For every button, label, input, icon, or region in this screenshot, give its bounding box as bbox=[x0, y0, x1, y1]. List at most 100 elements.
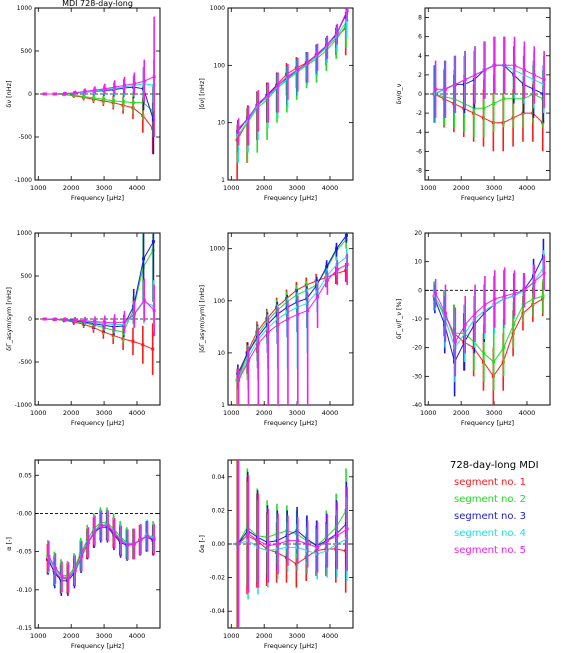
y-tick-label: 0.04 bbox=[212, 474, 226, 481]
y-tick-label: -0.10 bbox=[16, 587, 32, 594]
y-axis-label: α [-] bbox=[5, 537, 13, 551]
series-line bbox=[237, 13, 347, 132]
series-line bbox=[44, 93, 154, 129]
series-line bbox=[48, 525, 155, 579]
y-tick-label: -1000 bbox=[15, 402, 33, 409]
panel-7: 1000 2000 3000 4000 -0.15 -0.10 -0.05 -0.00 0.05… bbox=[5, 459, 161, 650]
y-tick-label: 8 bbox=[418, 15, 422, 22]
x-tick-label: 1000 bbox=[223, 632, 240, 640]
y-tick-label: -0.15 bbox=[16, 625, 32, 632]
y-tick-label: 500 bbox=[21, 273, 33, 280]
series-line bbox=[434, 255, 544, 364]
series-line bbox=[45, 299, 155, 324]
series-line bbox=[433, 93, 544, 124]
x-tick-label: 4000 bbox=[129, 409, 146, 417]
y-tick-label: 4 bbox=[418, 53, 422, 60]
series-line bbox=[44, 241, 154, 328]
series-5 bbox=[44, 278, 156, 337]
x-tick-label: 4000 bbox=[322, 184, 339, 192]
x-axis-label: Frequency [µHz] bbox=[461, 419, 514, 427]
series-1 bbox=[432, 65, 545, 152]
y-axis-label: |δν| [nHz] bbox=[198, 78, 206, 110]
data-point bbox=[344, 233, 348, 237]
data-point bbox=[152, 308, 156, 312]
series-line bbox=[434, 64, 545, 95]
series-line bbox=[238, 10, 348, 129]
series-3 bbox=[236, 8, 348, 153]
y-tick-label: 1 bbox=[221, 402, 225, 409]
series-5 bbox=[237, 460, 349, 628]
x-tick-label: 2000 bbox=[63, 632, 80, 640]
series-4 bbox=[236, 248, 349, 405]
x-tick-label: 1000 bbox=[223, 409, 240, 417]
x-tick-label: 1000 bbox=[420, 184, 437, 192]
data-point bbox=[345, 527, 349, 531]
y-tick-label: -40 bbox=[412, 402, 422, 409]
y-axis-label: δΓ_ν/Γ_ν [%] bbox=[395, 299, 403, 340]
legend-entry-2: segment no. 2 bbox=[454, 494, 527, 505]
y-tick-label: 100 bbox=[214, 62, 226, 69]
data-point bbox=[44, 92, 48, 96]
y-tick-label: -6 bbox=[416, 148, 422, 155]
series-line bbox=[238, 528, 348, 548]
legend-entry-3: segment no. 3 bbox=[454, 511, 527, 522]
data-point bbox=[237, 542, 241, 546]
x-axis-label: Frequency [µHz] bbox=[461, 194, 514, 202]
y-tick-label: 2 bbox=[418, 72, 422, 79]
y-tick-label: 6 bbox=[418, 34, 422, 41]
series-line bbox=[237, 235, 347, 374]
series-1 bbox=[235, 15, 348, 180]
series-4 bbox=[433, 36, 546, 123]
series-2 bbox=[433, 278, 545, 391]
y-tick-label: 1 bbox=[221, 177, 225, 184]
y-tick-label: -10 bbox=[412, 316, 422, 323]
series-line bbox=[434, 267, 545, 349]
legend-title: 728-day-long MDI bbox=[450, 460, 539, 471]
series-line bbox=[45, 83, 154, 95]
y-tick-label: -1000 bbox=[15, 177, 33, 184]
y-tick-label: 10 bbox=[414, 259, 422, 266]
x-tick-label: 1000 bbox=[30, 409, 47, 417]
x-tick-label: 2000 bbox=[256, 184, 273, 192]
y-tick-label: 1000 bbox=[210, 246, 225, 253]
data-point bbox=[434, 291, 438, 295]
data-point bbox=[152, 537, 156, 541]
legend: 728-day-long MDI segment no. 1 segment n… bbox=[440, 460, 580, 562]
x-tick-label: 4000 bbox=[322, 409, 339, 417]
x-tick-label: 3000 bbox=[96, 632, 113, 640]
x-axis-label: Frequency [µHz] bbox=[71, 194, 124, 202]
data-point bbox=[345, 262, 349, 266]
plot-frame bbox=[227, 232, 354, 406]
x-tick-label: 4000 bbox=[129, 184, 146, 192]
x-tick-label: 4000 bbox=[322, 632, 339, 640]
data-point bbox=[237, 126, 241, 130]
y-tick-label: -500 bbox=[18, 359, 32, 366]
y-tick-label: 0.05 bbox=[19, 472, 33, 479]
y-tick-label: 1000 bbox=[17, 230, 32, 237]
x-tick-label: 3000 bbox=[289, 409, 306, 417]
x-tick-label: 3000 bbox=[289, 184, 306, 192]
series-3 bbox=[43, 67, 155, 155]
series-line bbox=[434, 64, 544, 95]
series-3 bbox=[433, 36, 545, 123]
y-tick-label: 0 bbox=[418, 287, 422, 294]
series-5 bbox=[44, 16, 156, 137]
x-tick-label: 4000 bbox=[129, 632, 146, 640]
x-tick-label: 2000 bbox=[453, 184, 470, 192]
series-4 bbox=[236, 10, 349, 163]
series-1 bbox=[235, 263, 348, 405]
y-tick-label: 100 bbox=[214, 298, 226, 305]
series-line bbox=[238, 263, 348, 381]
x-tick-label: 1000 bbox=[420, 409, 437, 417]
x-tick-label: 4000 bbox=[519, 409, 536, 417]
series-5 bbox=[434, 255, 546, 377]
series-line bbox=[434, 93, 544, 109]
data-point bbox=[44, 317, 48, 321]
x-tick-label: 2000 bbox=[63, 184, 80, 192]
x-tick-label: 2000 bbox=[63, 409, 80, 417]
y-tick-label: 10 bbox=[217, 350, 225, 357]
y-tick-label: -8 bbox=[416, 167, 422, 174]
series-3 bbox=[236, 233, 348, 390]
x-tick-label: 3000 bbox=[96, 184, 113, 192]
